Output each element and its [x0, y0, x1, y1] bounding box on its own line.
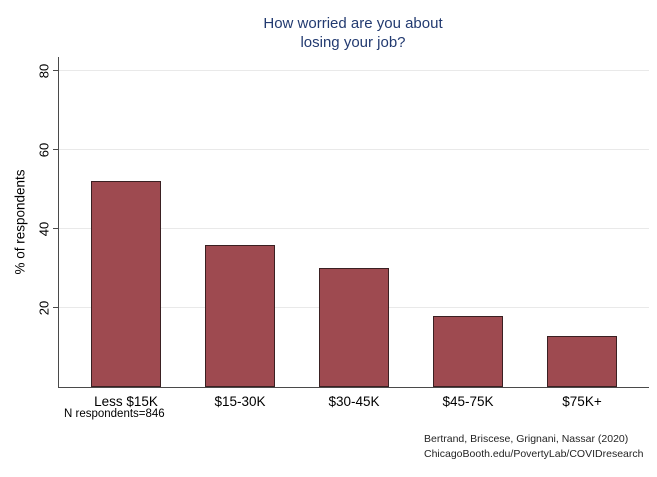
source-note: Bertrand, Briscese, Grignani, Nassar (20… [424, 432, 643, 462]
bar [433, 316, 503, 387]
y-tick [53, 70, 59, 71]
gridline [59, 228, 649, 229]
gridline [59, 149, 649, 150]
y-tick [53, 228, 59, 229]
source-line-url: ChicagoBooth.edu/PovertyLab/COVIDresearc… [424, 448, 644, 460]
y-tick [53, 307, 59, 308]
bar [547, 336, 617, 387]
chart-title: How worried are you about losing your jo… [263, 15, 443, 51]
plot-area: 20 40 60 80 Less $15K $15-30K $30-45K $45-75K $7… [37, 57, 649, 409]
bar [205, 245, 275, 387]
bar [319, 268, 389, 387]
y-tick-label: 60 [36, 142, 52, 158]
y-axis-title: % of respondents [12, 169, 28, 275]
x-axis-label: $45-75K [442, 394, 494, 409]
gridline [59, 70, 649, 71]
y-tick-label: 40 [36, 221, 52, 237]
sample-size-note: N respondents=846 [64, 408, 165, 420]
x-axis-label: $15-30K [214, 394, 266, 409]
x-axis-label: Less $15K [94, 394, 158, 409]
y-tick [53, 149, 59, 150]
y-tick-label: 80 [36, 63, 52, 79]
x-axis-label: $75K+ [562, 394, 602, 409]
bar [91, 181, 161, 387]
x-axis-label: $30-45K [328, 394, 380, 409]
y-tick-label: 20 [36, 300, 52, 316]
source-line-authors: Bertrand, Briscese, Grignani, Nassar (20… [424, 433, 629, 445]
